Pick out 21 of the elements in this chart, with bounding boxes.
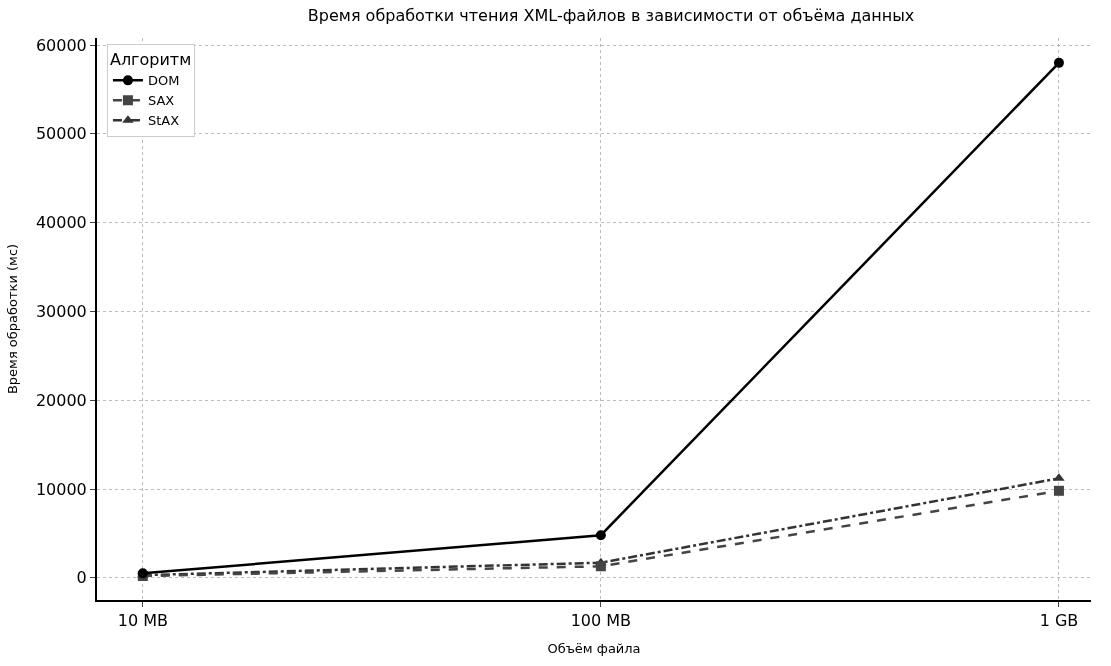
y-tick-label: 40000 xyxy=(35,213,87,233)
legend-label: DOM xyxy=(147,73,180,89)
point xyxy=(1053,57,1064,68)
legend-label: StAX xyxy=(147,113,180,129)
y-axis-title: Время обработки (мс) xyxy=(5,243,21,395)
point xyxy=(595,561,606,572)
legend-title: Алгоритм xyxy=(109,50,192,70)
y-tick-label: 60000 xyxy=(35,35,87,55)
legend-label: SAX xyxy=(147,93,175,109)
y-tick-label: 20000 xyxy=(35,390,87,410)
point xyxy=(1053,485,1064,496)
y-tick-label: 0 xyxy=(76,568,87,588)
y-tick-label: 30000 xyxy=(35,302,87,322)
x-tick-label: 1 GB xyxy=(1039,611,1079,631)
point xyxy=(595,530,606,541)
x-tick-label: 100 MB xyxy=(570,611,632,631)
y-tick-label: 50000 xyxy=(35,124,87,144)
x-axis-title: Объём файла xyxy=(547,641,641,657)
x-tick-label: 10 MB xyxy=(117,611,168,631)
y-tick-label: 10000 xyxy=(35,479,87,499)
chart-title: Время обработки чтения XML-файлов в зависимости от объёма данных xyxy=(307,6,915,26)
